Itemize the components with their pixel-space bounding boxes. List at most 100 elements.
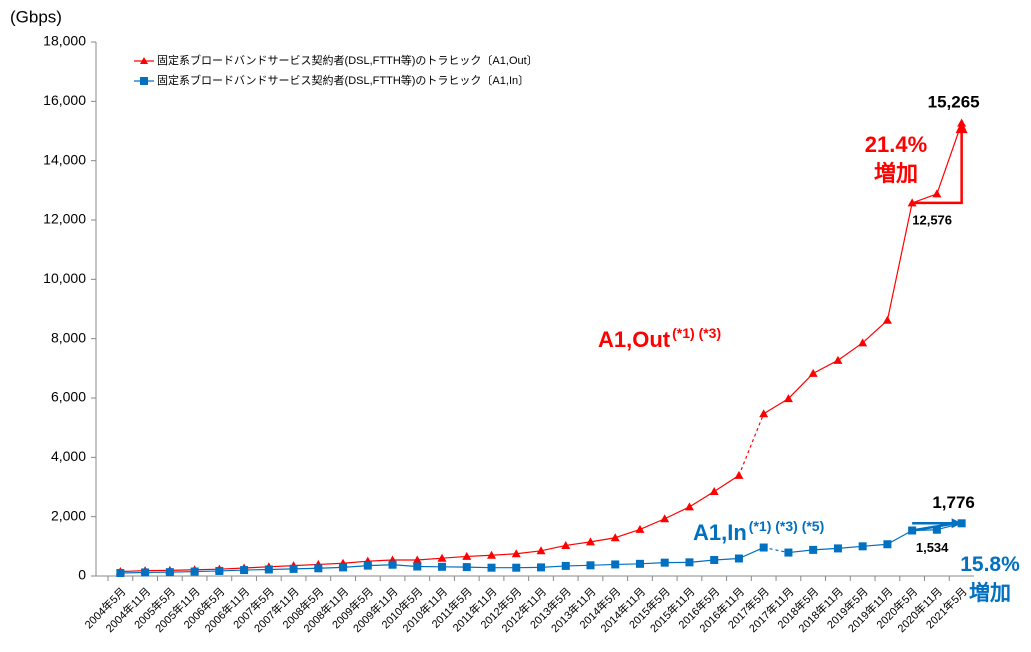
line-segment xyxy=(837,545,863,550)
line-segment xyxy=(318,562,344,566)
data-point xyxy=(759,543,768,552)
y-tick-label: 10,000 xyxy=(43,270,86,286)
data-point xyxy=(858,542,867,551)
line-segment xyxy=(813,547,838,551)
arrow-head xyxy=(951,518,962,529)
line-segment xyxy=(169,570,195,573)
data-point xyxy=(561,561,570,570)
data-point xyxy=(289,564,298,573)
line-segment xyxy=(441,555,467,559)
data-point xyxy=(363,561,372,570)
line-segment xyxy=(120,571,146,574)
line-segment xyxy=(540,544,566,552)
line-segment xyxy=(120,570,146,573)
data-point xyxy=(165,568,174,577)
y-tick-label: 4,000 xyxy=(51,448,86,464)
line-segment xyxy=(392,564,418,568)
line-segment xyxy=(615,528,641,539)
line-segment xyxy=(219,569,245,572)
line-segment xyxy=(244,568,269,571)
line-segment xyxy=(318,566,344,569)
data-point xyxy=(635,524,645,533)
y-tick-label: 16,000 xyxy=(43,92,86,108)
data-point xyxy=(511,549,521,558)
annotation-text: A1,In xyxy=(693,520,747,545)
y-axis-label: (Gbps) xyxy=(10,7,62,26)
data-point xyxy=(116,569,125,578)
data-point xyxy=(537,563,545,572)
line-segment xyxy=(763,398,789,415)
line-segment xyxy=(417,557,443,561)
line-segment xyxy=(590,563,616,566)
data-point xyxy=(190,567,199,576)
annotation-text: 15.8% xyxy=(960,553,1020,576)
data-label: 12,576 xyxy=(912,212,952,227)
data-point xyxy=(932,189,942,198)
y-tick-label: 8,000 xyxy=(51,329,86,345)
data-point xyxy=(462,551,472,560)
line-segment xyxy=(516,550,542,555)
data-point xyxy=(339,563,348,572)
legend-marker xyxy=(140,57,148,64)
data-point xyxy=(413,562,422,571)
line-segment xyxy=(169,569,195,571)
data-point xyxy=(462,563,471,572)
annotation: A1,In (*1) (*3) (*5) xyxy=(693,518,824,545)
annotation-sup: (*1) (*3) xyxy=(672,325,721,341)
data-point xyxy=(808,368,818,377)
data-point xyxy=(833,544,842,553)
data-label: 15,265 xyxy=(928,93,980,112)
data-point xyxy=(759,409,769,418)
data-point xyxy=(734,554,743,563)
arrow-head xyxy=(955,121,968,134)
annotation: 21.4% xyxy=(865,132,927,157)
data-point xyxy=(412,555,422,564)
line-segment xyxy=(664,506,690,520)
line-segment xyxy=(590,537,616,543)
line-segment-dashed xyxy=(763,546,789,554)
data-point xyxy=(141,568,150,577)
growth-bracket xyxy=(912,129,963,205)
line-segment xyxy=(886,202,913,321)
data-point xyxy=(314,564,323,573)
line-segment xyxy=(788,549,814,554)
line-segment xyxy=(788,372,814,400)
line-segment xyxy=(268,565,294,568)
line-segment xyxy=(713,474,740,492)
line-segment xyxy=(244,566,269,569)
annotation: A1,Out (*1) (*3) xyxy=(598,325,721,352)
line-segment xyxy=(194,570,220,573)
legend-label: 固定系ブロードバンドサービス契約者(DSL,FTTH等)のトラヒック〔A1,Ou… xyxy=(157,53,538,67)
annotation: 増加 xyxy=(969,581,1011,605)
line-segment xyxy=(343,560,368,564)
line-segment xyxy=(812,359,839,374)
data-point xyxy=(660,558,669,567)
data-point xyxy=(684,502,694,511)
y-tick-label: 2,000 xyxy=(51,507,86,523)
data-point xyxy=(561,540,571,549)
data-point xyxy=(660,514,670,523)
y-tick-label: 6,000 xyxy=(51,389,86,405)
y-tick-label: 0 xyxy=(78,567,86,583)
line-segment xyxy=(293,563,319,567)
line-segment xyxy=(194,568,220,571)
line-segment xyxy=(862,543,888,547)
line-segment xyxy=(639,518,665,530)
data-point xyxy=(883,540,892,549)
y-tick-label: 14,000 xyxy=(43,151,86,167)
annotation-text: 増加 xyxy=(969,581,1011,605)
data-point xyxy=(264,565,273,574)
data-point xyxy=(487,563,496,572)
line-segment xyxy=(862,319,888,344)
data-point xyxy=(710,555,719,564)
line-segment xyxy=(738,546,764,560)
data-point xyxy=(585,537,595,546)
data-point xyxy=(536,546,546,555)
line-segment xyxy=(639,562,665,565)
line-segment xyxy=(293,567,319,570)
line-segment xyxy=(714,557,739,561)
data-label: 1,776 xyxy=(932,493,975,512)
data-point xyxy=(809,545,818,554)
line-segment xyxy=(491,553,517,556)
legend-marker xyxy=(140,77,148,85)
